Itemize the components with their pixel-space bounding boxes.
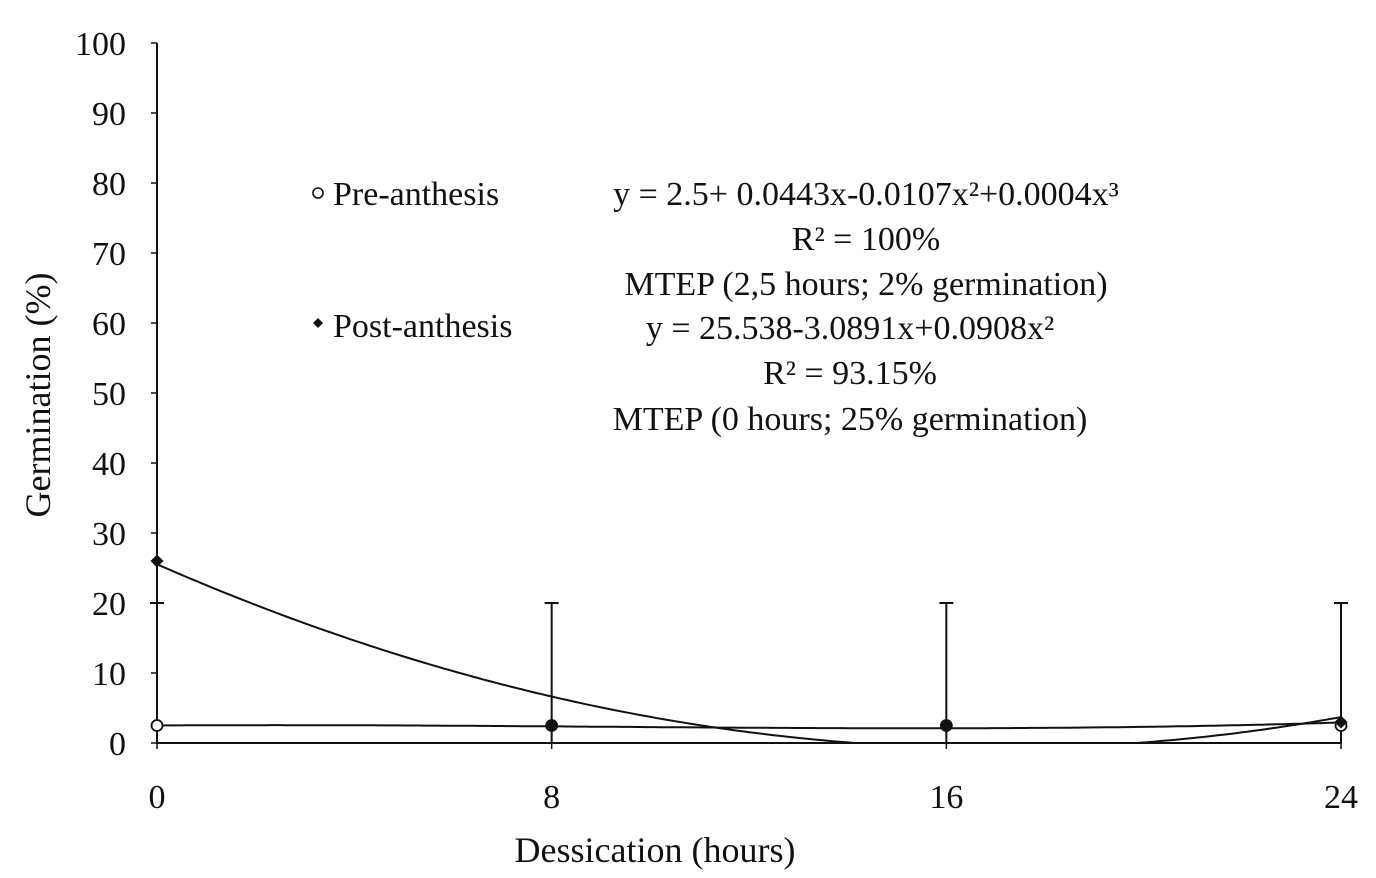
x-axis-title: Dessication (hours) xyxy=(515,830,796,870)
data-point-post-anthesis xyxy=(939,719,953,732)
x-tick-label: 8 xyxy=(543,779,560,816)
y-tick-label: 0 xyxy=(109,726,126,763)
post-anthesis-equation: y = 25.538-3.0891x+0.0908x² xyxy=(646,310,1054,347)
y-tick-label: 10 xyxy=(92,656,126,693)
fit-curve-post-anthesis xyxy=(156,563,1342,744)
y-tick-label: 90 xyxy=(92,96,126,133)
legend-label-post-anthesis: Post-anthesis xyxy=(333,308,512,345)
fit-curves xyxy=(156,563,1342,744)
legend: Pre-anthesis Post-anthesis xyxy=(312,176,512,345)
data-point-post-anthesis xyxy=(1334,715,1348,729)
error-bars xyxy=(150,602,1348,743)
y-tick-label: 20 xyxy=(92,586,126,623)
x-tick-label: 16 xyxy=(929,779,963,816)
y-tick-label: 80 xyxy=(92,166,126,203)
post-anthesis-r2: R² = 93.15% xyxy=(763,355,937,392)
legend-marker-pre-anthesis xyxy=(312,187,324,199)
axes xyxy=(151,42,1342,749)
fit-annotations: y = 2.5+ 0.0443x-0.0107x²+0.0004x³ R² = … xyxy=(613,176,1119,438)
x-tick-label: 24 xyxy=(1324,779,1358,816)
pre-anthesis-r2: R² = 100% xyxy=(792,221,940,258)
pre-anthesis-mtep: MTEP (2,5 hours; 2% germination) xyxy=(624,266,1107,303)
data-points xyxy=(150,554,1348,732)
legend-label-pre-anthesis: Pre-anthesis xyxy=(333,176,499,213)
y-tick-label: 30 xyxy=(92,516,126,553)
data-point-post-anthesis xyxy=(545,719,559,732)
data-point-pre-anthesis xyxy=(150,719,164,732)
fit-curve-pre-anthesis xyxy=(157,721,1342,730)
y-tick-label: 60 xyxy=(92,306,126,343)
post-anthesis-mtep: MTEP (0 hours; 25% germination) xyxy=(613,401,1088,438)
y-axis-title: Germination (%) xyxy=(18,273,58,518)
x-tick-label: 0 xyxy=(149,779,166,816)
y-tick-label: 50 xyxy=(92,376,126,413)
pre-anthesis-equation: y = 2.5+ 0.0443x-0.0107x²+0.0004x³ xyxy=(613,176,1119,213)
data-point-post-anthesis xyxy=(150,554,164,568)
y-tick-label: 100 xyxy=(75,26,126,63)
x-tick-labels: 0 8 16 24 xyxy=(149,779,1359,816)
legend-marker-post-anthesis xyxy=(313,318,323,328)
y-tick-label: 40 xyxy=(92,446,126,483)
y-tick-labels: 0 10 20 30 40 50 60 70 80 90 100 xyxy=(75,26,126,763)
y-tick-label: 70 xyxy=(92,236,126,273)
